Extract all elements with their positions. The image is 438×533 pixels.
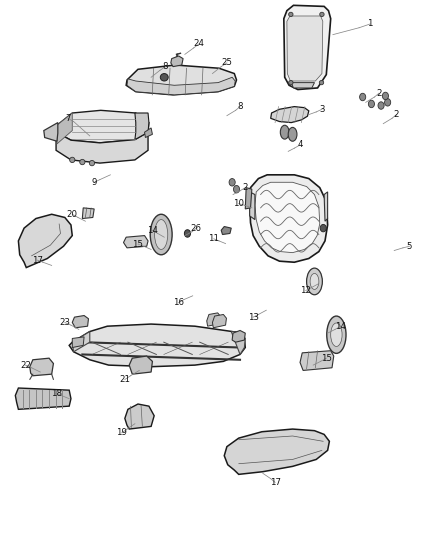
Ellipse shape [360, 93, 366, 101]
Ellipse shape [80, 159, 85, 165]
Polygon shape [72, 332, 90, 352]
Ellipse shape [160, 74, 168, 81]
Ellipse shape [320, 224, 326, 232]
Text: 14: 14 [147, 226, 158, 235]
Text: 2: 2 [376, 89, 381, 98]
Text: 8: 8 [237, 102, 243, 111]
Text: 9: 9 [92, 178, 97, 187]
Text: 2: 2 [394, 110, 399, 119]
Polygon shape [145, 128, 152, 138]
Polygon shape [125, 404, 154, 429]
Polygon shape [250, 175, 328, 262]
Text: 19: 19 [117, 429, 127, 437]
Ellipse shape [89, 160, 95, 166]
Ellipse shape [319, 80, 324, 85]
Ellipse shape [327, 316, 346, 353]
Polygon shape [72, 337, 84, 348]
Ellipse shape [289, 12, 293, 17]
Polygon shape [30, 358, 53, 376]
Ellipse shape [320, 12, 324, 17]
Text: 4: 4 [297, 141, 303, 149]
Ellipse shape [382, 92, 389, 100]
Ellipse shape [385, 99, 391, 106]
Polygon shape [18, 214, 72, 268]
Polygon shape [271, 107, 309, 123]
Polygon shape [245, 188, 252, 209]
Text: 20: 20 [67, 210, 78, 219]
Text: 17: 17 [269, 478, 281, 487]
Ellipse shape [155, 220, 168, 249]
Text: 26: 26 [191, 224, 202, 232]
Ellipse shape [288, 127, 297, 141]
Polygon shape [232, 330, 245, 342]
Text: 1: 1 [367, 20, 373, 28]
Text: 5: 5 [407, 242, 412, 251]
Text: 25: 25 [221, 59, 233, 67]
Text: 17: 17 [32, 256, 43, 264]
Ellipse shape [378, 102, 384, 109]
Polygon shape [127, 77, 235, 95]
Ellipse shape [150, 214, 172, 255]
Text: 10: 10 [233, 199, 244, 208]
Text: 22: 22 [20, 361, 31, 369]
Polygon shape [72, 316, 88, 328]
Polygon shape [129, 356, 152, 374]
Ellipse shape [289, 80, 293, 85]
Text: 11: 11 [208, 235, 219, 243]
Polygon shape [57, 113, 72, 144]
Polygon shape [284, 5, 331, 90]
Text: 24: 24 [194, 39, 205, 48]
Text: 2: 2 [243, 183, 248, 192]
Polygon shape [15, 388, 71, 409]
Polygon shape [287, 16, 323, 81]
Polygon shape [126, 65, 237, 95]
Ellipse shape [280, 125, 289, 139]
Polygon shape [212, 314, 226, 328]
Text: 21: 21 [119, 375, 131, 384]
Text: 18: 18 [50, 389, 62, 398]
Polygon shape [69, 324, 245, 367]
Polygon shape [124, 236, 148, 248]
Polygon shape [135, 113, 149, 140]
Polygon shape [171, 56, 183, 67]
Text: 23: 23 [59, 318, 71, 327]
Ellipse shape [368, 100, 374, 108]
Polygon shape [44, 123, 58, 141]
Polygon shape [291, 83, 314, 88]
Text: 14: 14 [335, 322, 346, 330]
Text: 8: 8 [163, 62, 168, 71]
Text: 7: 7 [65, 114, 71, 123]
Polygon shape [255, 182, 320, 253]
Ellipse shape [70, 157, 75, 163]
Polygon shape [250, 192, 255, 220]
Text: 3: 3 [319, 105, 325, 114]
Polygon shape [207, 313, 221, 326]
Text: 12: 12 [300, 286, 311, 295]
Ellipse shape [307, 268, 322, 295]
Polygon shape [56, 132, 148, 163]
Polygon shape [224, 429, 329, 474]
Polygon shape [56, 110, 149, 143]
Polygon shape [221, 227, 231, 235]
Polygon shape [300, 351, 334, 370]
Text: 15: 15 [132, 240, 144, 248]
Text: 15: 15 [321, 354, 332, 362]
Ellipse shape [229, 179, 235, 186]
Ellipse shape [331, 323, 342, 346]
Ellipse shape [310, 273, 319, 289]
Ellipse shape [233, 185, 240, 193]
Ellipse shape [184, 230, 191, 237]
Polygon shape [82, 208, 94, 219]
Text: 13: 13 [247, 313, 259, 321]
Polygon shape [231, 332, 245, 354]
Polygon shape [324, 192, 328, 221]
Text: 16: 16 [173, 298, 184, 307]
